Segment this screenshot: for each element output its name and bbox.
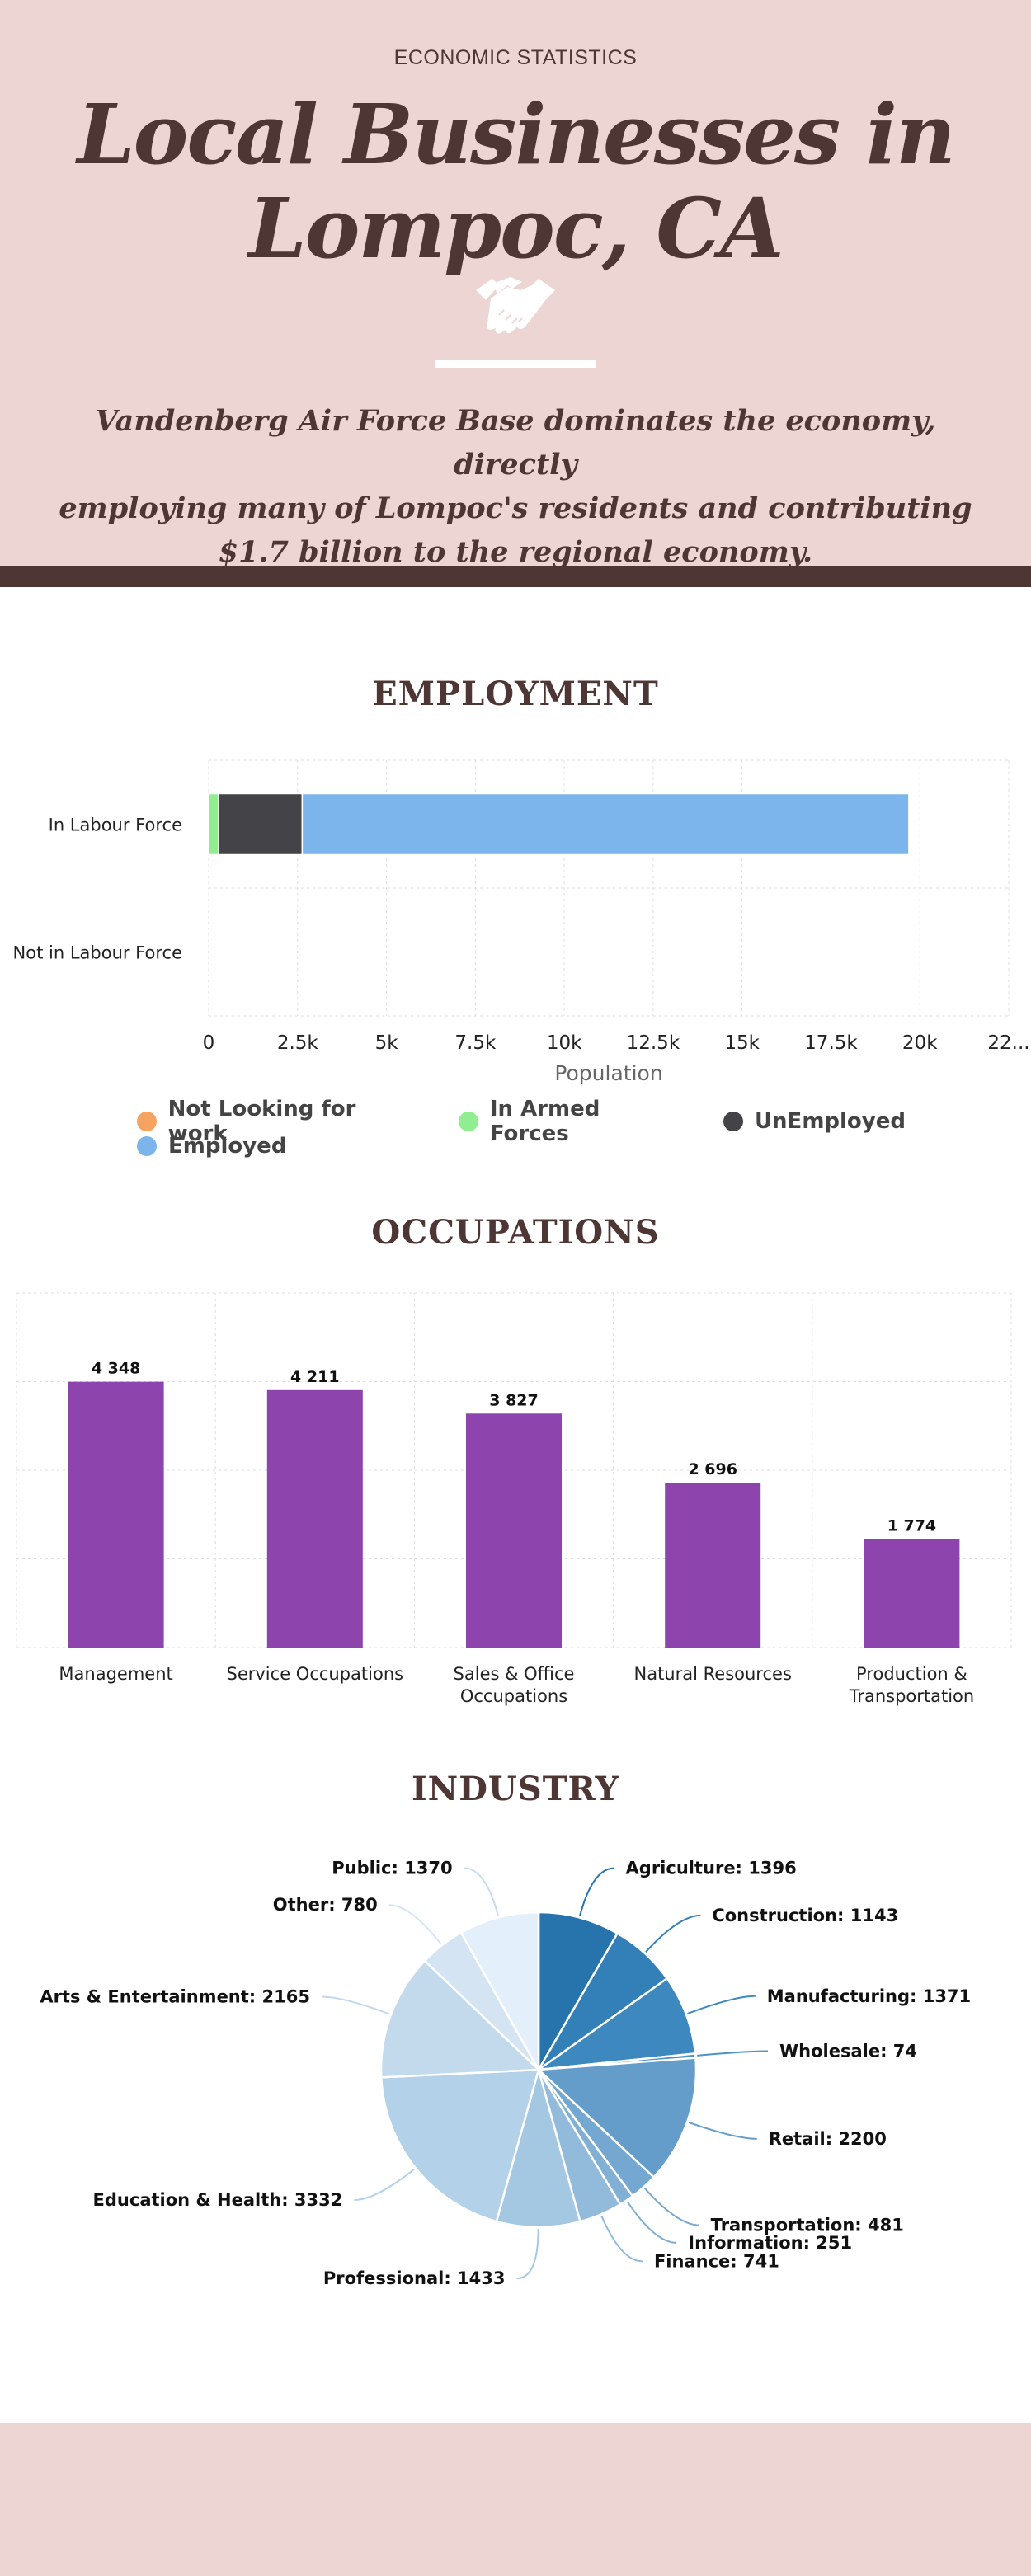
employment-title: EMPLOYMENT — [372, 675, 659, 713]
legend-item[interactable]: In Armed Forces — [459, 1097, 684, 1146]
subtitle-line-3: $1.7 billion to the regional economy. — [218, 535, 813, 569]
bar — [864, 1539, 960, 1648]
handshake-icon — [476, 277, 555, 334]
leader-line — [688, 2122, 757, 2140]
bar-value-label: 2 696 — [688, 1460, 737, 1478]
footer-band — [0, 2423, 1031, 2576]
pie-slice — [379, 1959, 541, 2079]
slice-label: Transportation: 481 — [711, 2216, 904, 2235]
hero-divider-band — [0, 566, 1031, 587]
slice-label: Construction: 1143 — [712, 1906, 898, 1925]
occupations-title: OCCUPATIONS — [371, 1213, 660, 1252]
legend-row: Not Looking for work In Armed Forces UnEmp… — [137, 1097, 945, 1146]
legend-row: Employed — [137, 1134, 945, 1159]
x-tick-label: 15k — [724, 1032, 760, 1054]
x-axis-label: Population — [554, 1061, 662, 1085]
industry-chart: Agriculture: 1396 Construction: 1143 Manuf… — [40, 1858, 971, 2288]
occupations-chart: 4 348 Management 4 211 Service Occupations 3… — [16, 1292, 1012, 1706]
slice-label: Public: 1370 — [332, 1858, 452, 1878]
slice-label: Education & Health: 3332 — [93, 2190, 343, 2210]
pie-slice — [534, 1977, 697, 2071]
leader-line — [600, 2215, 643, 2263]
slice-label: Information: 251 — [688, 2233, 852, 2253]
legend-swatch — [137, 1136, 157, 1156]
legend-label: In Armed Forces — [489, 1097, 600, 1146]
legend-label: Not Looking for work — [167, 1097, 356, 1146]
category-label: Sales & Office — [454, 1664, 575, 1684]
legend-swatch — [723, 1112, 743, 1131]
legend-label: UnEmployed — [754, 1109, 906, 1134]
title-line-2: Lompoc, CA — [248, 180, 784, 277]
bar-segment — [301, 792, 910, 856]
subtitle-line-1: Vandenberg Air Force Base dominates the … — [95, 404, 936, 482]
x-tick-label: 22... — [987, 1032, 1029, 1054]
bar — [466, 1413, 562, 1648]
x-tick-label: 12.5k — [627, 1032, 680, 1054]
slice-label: Other: 780 — [273, 1895, 378, 1915]
bar-value-label: 3 827 — [489, 1391, 539, 1409]
x-tick-label: 0 — [203, 1032, 215, 1054]
leader-line — [687, 1995, 756, 2014]
slice-label: Finance: 741 — [654, 2251, 779, 2271]
slice-label: Manufacturing: 1371 — [767, 1986, 971, 2006]
legend-swatch — [459, 1112, 478, 1131]
pie-slice — [495, 2066, 581, 2229]
title-underline — [435, 360, 596, 368]
legend-swatch — [137, 1112, 157, 1131]
bar — [68, 1381, 164, 1648]
x-tick-label: 17.5k — [804, 1032, 858, 1054]
category-label: Occupations — [460, 1686, 567, 1706]
leader-line — [516, 2228, 539, 2279]
bar — [665, 1483, 761, 1648]
employment-chart: 0 2.5k 5k 7.5k 10k 12.5k 15k 17.5k 20k 22... Popul… — [13, 759, 1030, 1085]
x-tick-label: 2.5k — [277, 1032, 319, 1054]
leader-line — [645, 1914, 701, 1953]
leader-line — [464, 1867, 499, 1916]
category-label: Not in Labour Force — [13, 943, 182, 963]
bar — [266, 1389, 363, 1648]
pie-slice — [536, 2057, 698, 2179]
category-label: Production & — [856, 1664, 967, 1684]
legend-item[interactable]: Not Looking for work — [137, 1097, 419, 1146]
page-subtitle: Vandenberg Air Force Base dominates the … — [58, 399, 973, 574]
bar-value-label: 1 774 — [887, 1516, 937, 1535]
category-label: Service Occupations — [227, 1664, 404, 1684]
legend-item[interactable]: Employed — [137, 1134, 286, 1159]
industry-title: INDUSTRY — [411, 1770, 620, 1808]
bar-segment — [218, 792, 304, 856]
title-line-1: Local Businesses in — [77, 86, 955, 183]
bar-value-label: 4 211 — [290, 1368, 340, 1386]
legend-label: Employed — [168, 1134, 287, 1159]
pie-slice — [537, 1911, 619, 2074]
x-tick-label: 5k — [375, 1032, 399, 1054]
bar-segment — [208, 792, 219, 856]
slice-label: Agriculture: 1396 — [626, 1859, 797, 1878]
x-tick-label: 10k — [547, 1032, 582, 1054]
employment-legend: Not Looking for work In Armed Forces UnEmp… — [137, 1097, 945, 1159]
leader-line — [354, 2168, 415, 2202]
category-label: In Labour Force — [49, 816, 182, 835]
eyebrow-label: ECONOMIC STATISTICS — [393, 46, 638, 69]
category-label: Management — [59, 1664, 172, 1684]
slice-label: Retail: 2200 — [769, 2129, 887, 2149]
category-label: Natural Resources — [634, 1664, 792, 1684]
leader-line — [643, 2188, 699, 2226]
category-label: Transportation — [849, 1686, 975, 1706]
leader-line — [579, 1867, 614, 1916]
subtitle-line-2: employing many of Lompoc's residents and… — [59, 491, 972, 525]
pie-slice — [459, 1911, 540, 2074]
legend-item[interactable]: UnEmployed — [723, 1109, 906, 1134]
leader-line — [321, 1995, 390, 2015]
slice-label: Arts & Entertainment: 2165 — [40, 1987, 310, 2007]
leader-line — [626, 2201, 677, 2244]
slice-label: Wholesale: 74 — [779, 2041, 917, 2061]
x-tick-label: 7.5k — [454, 1032, 497, 1054]
x-tick-label: 20k — [902, 1032, 938, 1054]
bar-value-label: 4 348 — [92, 1360, 141, 1378]
leader-line — [697, 2050, 768, 2057]
page-title: Local Businesses in Lompoc, CA — [0, 87, 1031, 275]
slice-label: Professional: 1433 — [323, 2268, 506, 2288]
pie-slice — [379, 2068, 540, 2223]
leader-line — [388, 1904, 442, 1945]
